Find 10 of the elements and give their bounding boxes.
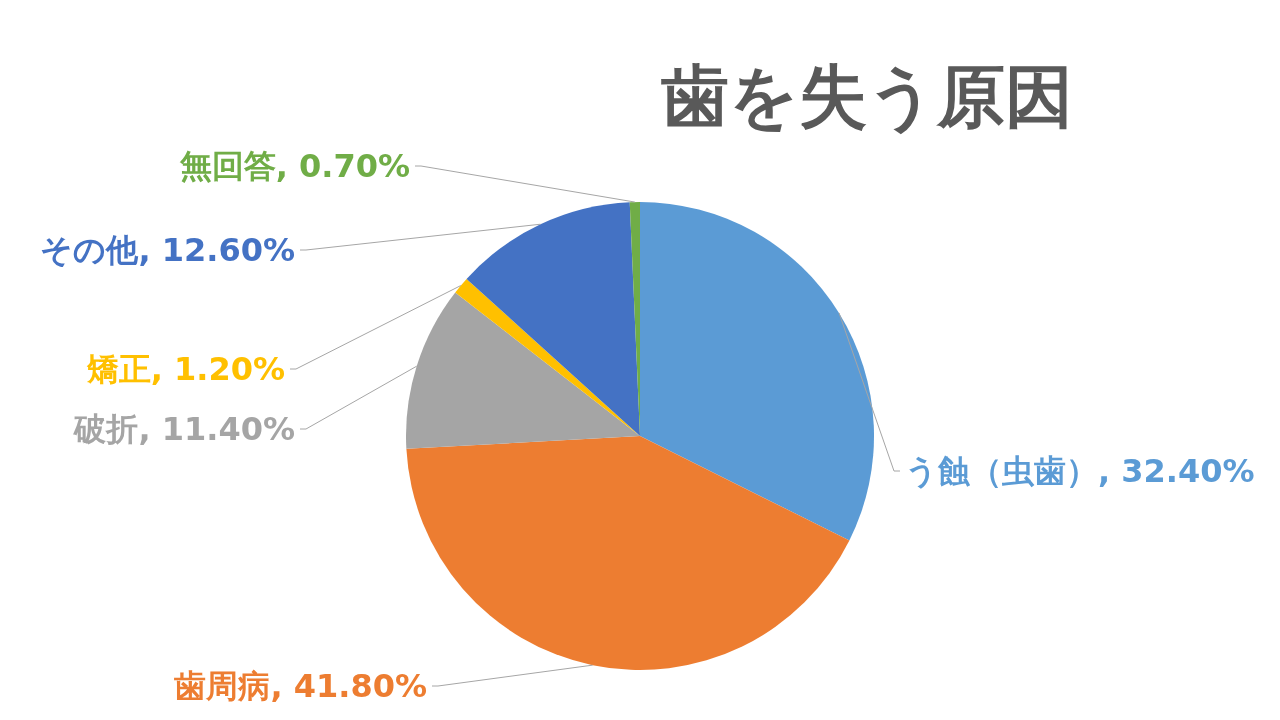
slice-label: う蝕（虫歯）, 32.40% (905, 452, 1255, 490)
pie-slice (640, 202, 874, 541)
slice-label: 歯周病, 41.80% (174, 667, 427, 705)
slice-label: 矯正, 1.20% (85, 350, 285, 388)
pie-slice (466, 202, 640, 436)
pie-slice (406, 436, 850, 670)
chart-title: 歯を失う原因 (661, 57, 1073, 136)
slice-label: 無回答, 0.70% (178, 147, 410, 185)
slice-label: 破折, 11.40% (73, 410, 295, 448)
slice-label: その他, 12.60% (40, 231, 295, 269)
